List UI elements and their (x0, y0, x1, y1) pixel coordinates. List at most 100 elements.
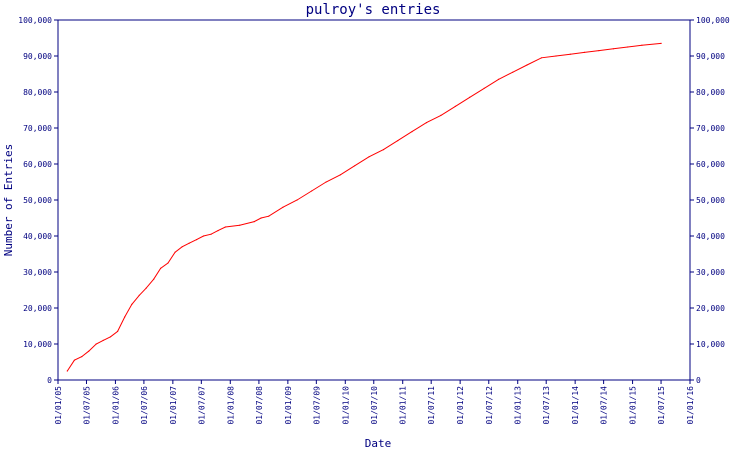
series-point (440, 114, 442, 116)
y-tick-label-left: 10,000 (23, 340, 52, 349)
y-tick-label-left: 0 (47, 376, 52, 385)
x-tick-label: 01/01/13 (514, 386, 523, 425)
series-point (368, 156, 370, 158)
series-point (627, 46, 629, 48)
series-point (160, 267, 162, 269)
y-tick-label-right: 100,000 (696, 16, 730, 25)
series-point (660, 42, 662, 45)
y-axis-right: 0 10,000 20,000 30,000 40,000 50,000 60,000 70,… (690, 16, 730, 385)
series-point (397, 140, 399, 142)
y-axis-left: 0 10,000 20,000 30,000 40,000 50,000 60,000 70,… (18, 16, 58, 385)
series-point (102, 339, 104, 341)
series-point (282, 206, 284, 208)
x-tick-label: 01/01/05 (54, 386, 63, 425)
x-tick-label: 01/01/16 (686, 386, 695, 425)
series-point (145, 287, 147, 289)
series-point (117, 330, 119, 332)
series-point (95, 343, 97, 345)
series-point (296, 199, 298, 201)
x-tick-label: 01/07/15 (657, 386, 666, 425)
x-axis-label: Date (365, 437, 392, 450)
series-point (641, 44, 643, 46)
series-point (425, 122, 428, 124)
series-point (217, 230, 219, 232)
y-tick-label-right: 50,000 (696, 196, 725, 205)
series-point (483, 87, 485, 89)
series-point (124, 316, 126, 318)
y-tick-label-right: 0 (696, 376, 701, 385)
x-tick-label: 01/07/13 (542, 386, 551, 425)
series-point (512, 71, 514, 73)
series-points (66, 42, 662, 372)
x-tick-label: 01/01/12 (456, 386, 465, 425)
series-point (612, 48, 615, 50)
y-tick-label-right: 20,000 (696, 304, 725, 313)
series-point (73, 359, 75, 361)
x-tick-label: 01/07/12 (485, 386, 494, 425)
x-tick-label: 01/07/10 (370, 386, 379, 425)
x-tick-label: 01/07/11 (427, 386, 436, 425)
series-point (81, 356, 83, 358)
y-tick-label-right: 40,000 (696, 232, 725, 241)
series-point (325, 181, 327, 183)
series-point (202, 235, 205, 237)
series-point (311, 190, 313, 192)
y-tick-label-right: 90,000 (696, 52, 725, 61)
series-point (339, 174, 341, 176)
y-tick-label-left: 60,000 (23, 160, 52, 169)
y-tick-label-left: 20,000 (23, 304, 52, 313)
series-point (454, 105, 456, 107)
x-tick-label: 01/07/05 (82, 386, 91, 425)
y-tick-label-right: 30,000 (696, 268, 725, 277)
series-point (598, 50, 600, 52)
series-line (66, 42, 662, 372)
y-tick-label-left: 100,000 (18, 16, 52, 25)
series-point (196, 239, 198, 241)
x-tick-label: 01/07/14 (600, 386, 609, 425)
series-point (540, 57, 543, 59)
series-point (569, 53, 571, 55)
x-tick-label: 01/01/06 (111, 386, 120, 425)
y-axis-label: Number of Entries (2, 144, 15, 257)
y-tick-label-left: 70,000 (23, 124, 52, 133)
series-point (497, 78, 500, 80)
plot-area-frame (57, 19, 691, 381)
x-tick-label: 01/07/08 (255, 386, 264, 425)
series-point (354, 165, 356, 167)
series-point (526, 64, 528, 66)
x-axis: 01/01/05 01/07/05 01/01/06 01/07/06 01/01/07… (54, 380, 695, 425)
y-tick-label-right: 60,000 (696, 160, 725, 169)
x-tick-label: 01/01/11 (399, 386, 408, 425)
series-point (88, 350, 90, 352)
x-tick-label: 01/07/06 (140, 386, 149, 425)
series-point (174, 251, 176, 253)
y-tick-label-left: 40,000 (23, 232, 52, 241)
series-point (268, 215, 270, 217)
x-tick-label: 01/01/08 (226, 386, 235, 425)
x-tick-label: 01/07/07 (197, 386, 206, 425)
series-point (109, 336, 112, 338)
series-point (210, 233, 212, 235)
x-tick-label: 01/01/15 (629, 386, 638, 425)
series-point (411, 131, 413, 133)
series-point (167, 262, 169, 264)
series-point (188, 242, 190, 244)
x-tick-label: 01/01/14 (571, 386, 580, 425)
y-tick-label-left: 30,000 (23, 268, 52, 277)
y-tick-label-right: 10,000 (696, 340, 725, 349)
series-point (153, 278, 155, 280)
series-point (131, 303, 133, 305)
series-point (138, 294, 140, 296)
x-tick-label: 01/01/07 (169, 386, 178, 425)
y-tick-label-left: 90,000 (23, 52, 52, 61)
series-point (181, 246, 183, 248)
y-tick-label-left: 80,000 (23, 88, 52, 97)
series-point (583, 51, 586, 54)
series-point (260, 217, 262, 219)
chart-title: pulroy's entries (306, 2, 441, 18)
series-point (382, 149, 385, 151)
series-point (224, 226, 226, 228)
series-point (555, 55, 557, 57)
y-tick-label-right: 70,000 (696, 124, 725, 133)
